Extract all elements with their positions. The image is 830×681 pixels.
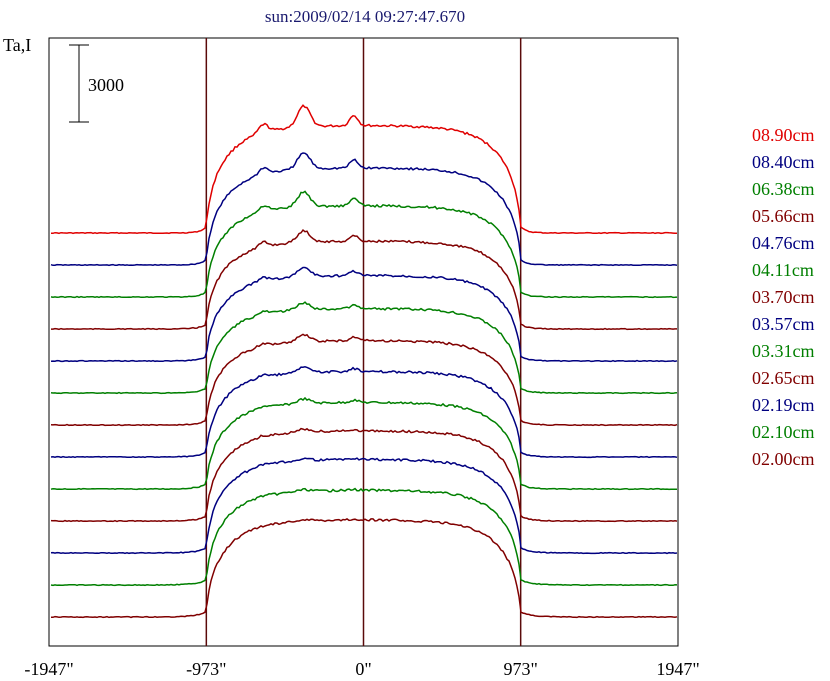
legend-entry: 02.65cm (752, 368, 815, 388)
series-line-03.57cm (50, 366, 678, 459)
legend-entry: 08.40cm (752, 152, 815, 172)
series-line-02.10cm (50, 487, 678, 587)
legend-entry: 02.10cm (752, 422, 815, 442)
series-line-08.90cm (51, 104, 677, 235)
series-line-02.19cm (50, 457, 678, 555)
series-line-03.70cm (50, 333, 678, 427)
series-line-06.38cm (50, 190, 678, 299)
legend-entry: 03.57cm (752, 314, 815, 334)
x-tick-label: 1947" (656, 659, 699, 679)
x-tick-labels: -1947" -973" 0" 973" 1947" (24, 659, 699, 679)
series-line-04.11cm (50, 301, 678, 395)
chart-title: sun:2009/02/14 09:27:47.670 (265, 7, 465, 26)
legend-entry: 04.76cm (752, 233, 815, 253)
legend-entry: 02.00cm (752, 449, 815, 469)
legend-entry: 03.31cm (752, 341, 815, 361)
legend-entry: 02.19cm (752, 395, 815, 415)
legend-entry: 06.38cm (752, 179, 815, 199)
series-line-02.00cm (50, 518, 678, 619)
y-axis-label: Ta,I (3, 35, 31, 55)
series-line-04.76cm (50, 266, 678, 363)
series-line-02.65cm (50, 427, 678, 523)
x-tick-label: 0" (355, 659, 371, 679)
legend: 08.90cm 08.40cm 06.38cm 05.66cm 04.76cm 04.11… (752, 125, 815, 469)
series-group (50, 104, 678, 619)
x-tick-label: 973" (503, 659, 537, 679)
legend-entry: 08.90cm (752, 125, 815, 145)
x-tick-label: -973" (186, 659, 226, 679)
legend-entry: 05.66cm (752, 206, 815, 226)
legend-entry: 03.70cm (752, 287, 815, 307)
reference-lines (205, 38, 522, 646)
x-tick-label: -1947" (24, 659, 73, 679)
series-line-03.31cm (50, 396, 678, 491)
series-line-08.40cm (50, 152, 678, 267)
series-line-05.66cm (51, 229, 677, 331)
scale-bar-label: 3000 (88, 75, 124, 95)
legend-entry: 04.11cm (752, 260, 814, 280)
